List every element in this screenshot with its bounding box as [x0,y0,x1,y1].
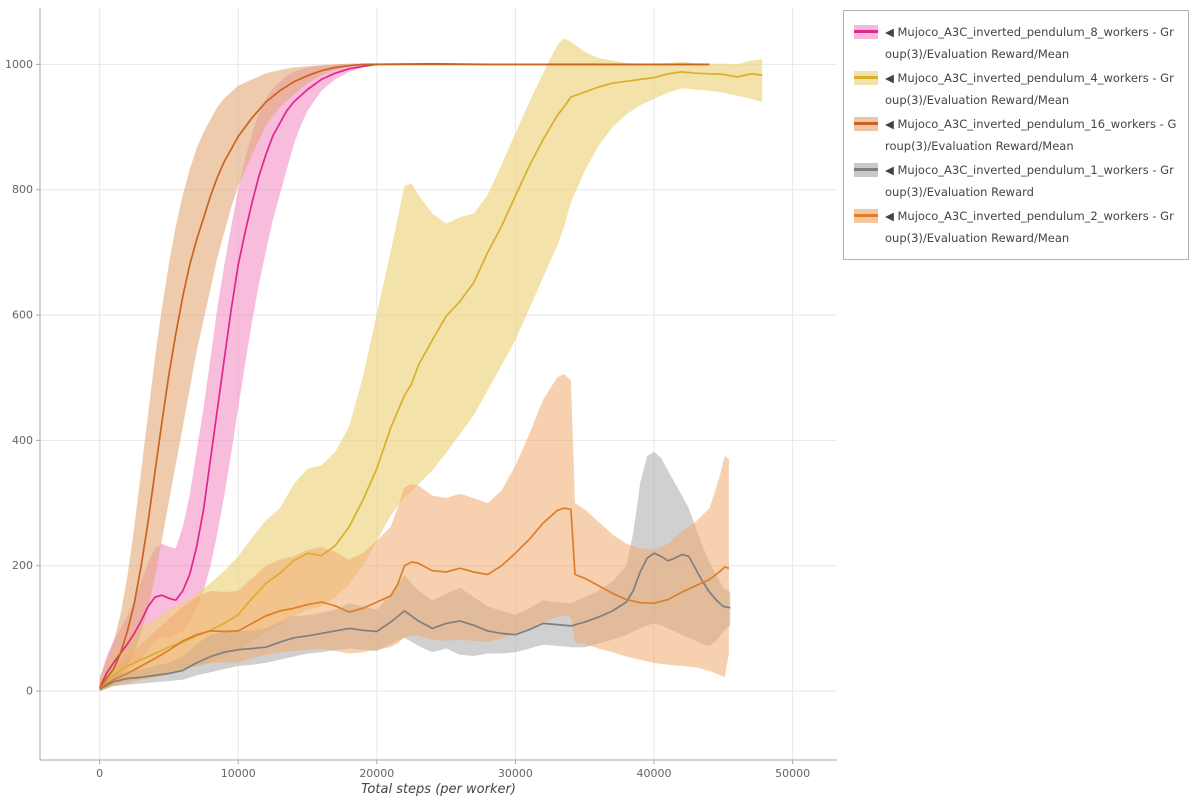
series-band [99,63,710,692]
legend-item-Mujoco_A3C_inverted_pendulum_2_workers[interactable]: ◀ Mujoco_A3C_inverted_pendulum_2_workers… [854,205,1178,249]
series-line [99,552,731,690]
y-tick-label: 0 [26,685,33,698]
series-line [99,71,763,689]
legend-item-Mujoco_A3C_inverted_pendulum_4_workers[interactable]: ◀ Mujoco_A3C_inverted_pendulum_4_workers… [854,67,1178,111]
legend-swatch-icon [854,117,878,131]
y-tick-label: 600 [12,309,33,322]
series-line [98,62,710,689]
y-tick-label: 400 [12,434,33,447]
y-tick-label: 800 [12,183,33,196]
legend-swatch-icon [854,209,878,223]
legend-label: ◀ Mujoco_A3C_inverted_pendulum_8_workers… [885,25,1174,61]
legend-swatch-icon [854,25,878,39]
y-tick-label: 200 [12,559,33,572]
x-tick-label: 40000 [637,767,672,780]
series-line [99,507,730,689]
legend-item-Mujoco_A3C_inverted_pendulum_8_workers[interactable]: ◀ Mujoco_A3C_inverted_pendulum_8_workers… [854,21,1178,65]
x-tick-label: 10000 [221,767,256,780]
y-tick-label: 1000 [5,58,33,71]
series-band [99,38,763,692]
x-tick-label: 0 [96,767,103,780]
legend-label: ◀ Mujoco_A3C_inverted_pendulum_16_worker… [885,117,1177,153]
series-band [99,374,729,692]
legend-item-Mujoco_A3C_inverted_pendulum_16_workers[interactable]: ◀ Mujoco_A3C_inverted_pendulum_16_worker… [854,113,1178,157]
legend-label: ◀ Mujoco_A3C_inverted_pendulum_2_workers… [885,209,1174,245]
series-line [98,63,710,689]
x-tick-label: 50000 [775,767,810,780]
x-axis-label: Total steps (per worker) [361,782,516,797]
legend-swatch-icon [854,71,878,85]
legend-label: ◀ Mujoco_A3C_inverted_pendulum_1_workers… [885,163,1174,199]
x-tick-label: 20000 [359,767,394,780]
legend: ◀ Mujoco_A3C_inverted_pendulum_8_workers… [843,10,1189,260]
legend-label: ◀ Mujoco_A3C_inverted_pendulum_4_workers… [885,71,1174,107]
legend-swatch-icon [854,163,878,177]
legend-item-Mujoco_A3C_inverted_pendulum_1_workers[interactable]: ◀ Mujoco_A3C_inverted_pendulum_1_workers… [854,159,1178,203]
x-tick-label: 30000 [498,767,533,780]
